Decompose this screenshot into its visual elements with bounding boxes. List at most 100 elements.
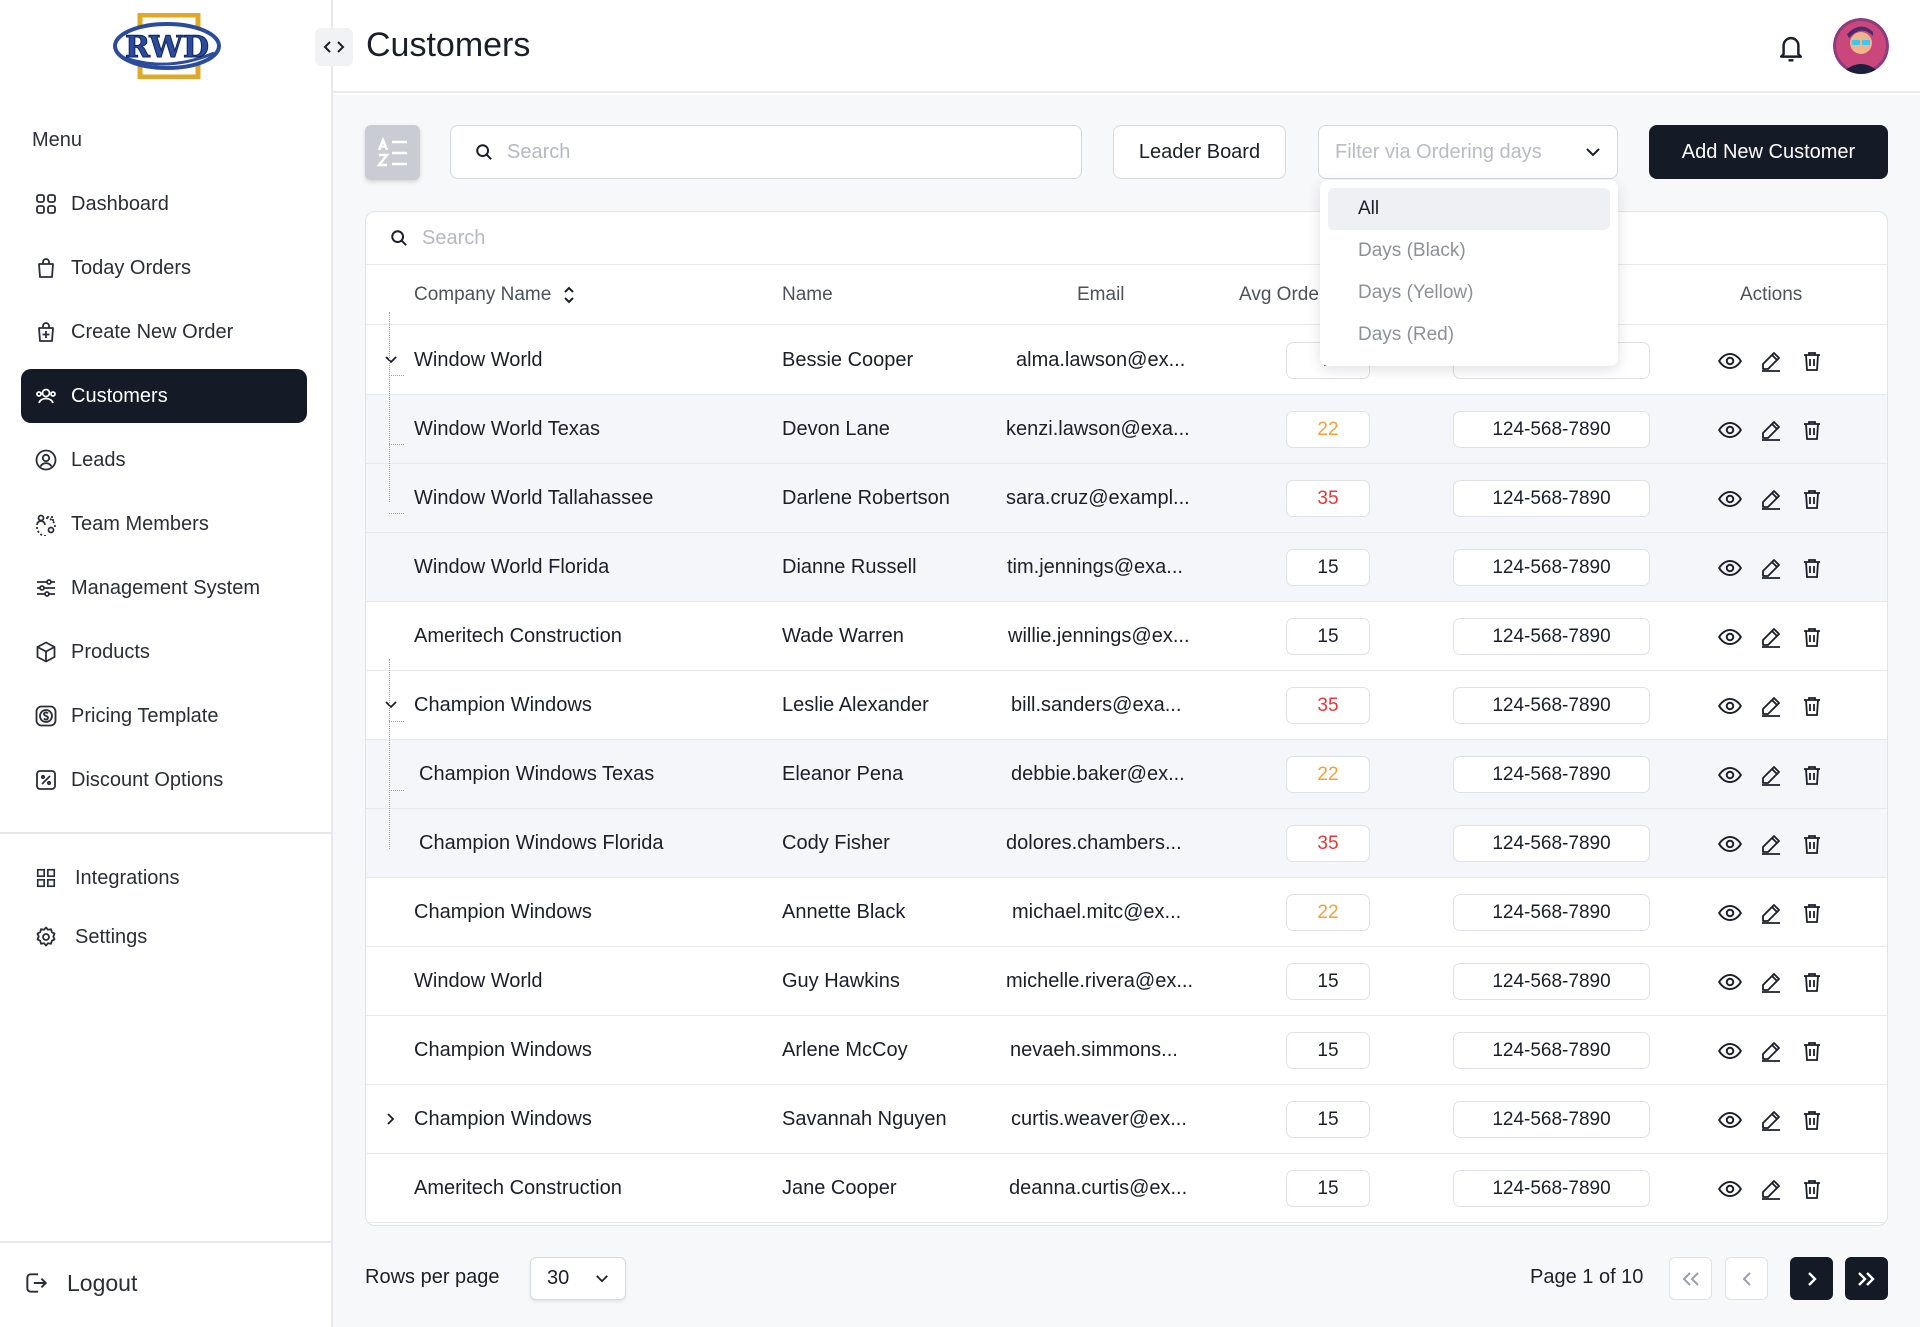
table-row[interactable]: Ameritech Construction Jane Cooper deanna.… xyxy=(366,1154,1887,1223)
sidebar-item-label: Pricing Template xyxy=(71,704,219,727)
sidebar-item-label: Today Orders xyxy=(71,256,192,279)
table-row[interactable]: Ameritech Construction Wade Warren willie.… xyxy=(366,602,1887,671)
sidebar-item-discount-options[interactable]: Discount Options xyxy=(21,753,307,807)
table-row[interactable]: Champion Windows Arlene McCoy nevaeh.simmo… xyxy=(366,1016,1887,1085)
table-row[interactable]: Champion Windows Annette Black michael.mit… xyxy=(366,878,1887,947)
table-row[interactable]: Window World Guy Hawkins michelle.rivera@e… xyxy=(366,947,1887,1016)
eye-icon[interactable] xyxy=(1716,1037,1744,1065)
trash-icon[interactable] xyxy=(1798,416,1826,444)
email: dolores.chambers... xyxy=(1006,832,1182,854)
search-input[interactable] xyxy=(507,140,992,164)
phone-badge: 124-568-7890 xyxy=(1453,687,1650,724)
eye-icon[interactable] xyxy=(1716,692,1744,720)
edit-icon[interactable] xyxy=(1757,1037,1785,1065)
next-page-button[interactable] xyxy=(1790,1257,1833,1300)
sidebar: RWD Menu Dashboard Today Orders Create N… xyxy=(0,0,333,1327)
edit-icon[interactable] xyxy=(1757,692,1785,720)
table-row[interactable]: Champion Windows Florida Cody Fisher dolor… xyxy=(366,809,1887,878)
table-row[interactable]: Window World Florida Dianne Russell tim.je… xyxy=(366,533,1887,602)
eye-icon[interactable] xyxy=(1716,899,1744,927)
dropdown-option-all[interactable]: All xyxy=(1328,188,1610,230)
table-search-bar[interactable] xyxy=(366,212,1887,265)
sidebar-item-integrations[interactable]: Integrations xyxy=(21,851,307,905)
sidebar-item-products[interactable]: Products xyxy=(21,625,307,679)
avg-order-badge: 15 xyxy=(1286,1170,1370,1207)
dropdown-option-days-yellow[interactable]: Days (Yellow) xyxy=(1358,282,1474,303)
table-row[interactable]: Champion Windows Texas Eleanor Pena debbie… xyxy=(366,740,1887,809)
eye-icon[interactable] xyxy=(1716,623,1744,651)
dropdown-option-days-red[interactable]: Days (Red) xyxy=(1358,324,1455,345)
edit-icon[interactable] xyxy=(1757,554,1785,582)
contact-name: Savannah Nguyen xyxy=(782,1108,947,1130)
tree-connector xyxy=(389,312,390,502)
sidebar-item-today-orders[interactable]: Today Orders xyxy=(21,241,307,295)
avg-order-badge: 15 xyxy=(1286,963,1370,1000)
leader-board-button[interactable]: Leader Board xyxy=(1113,125,1286,179)
dropdown-option-days-black[interactable]: Days (Black) xyxy=(1358,240,1466,261)
sidebar-item-leads[interactable]: Leads xyxy=(21,433,307,487)
sidebar-item-customers[interactable]: Customers xyxy=(21,369,307,423)
trash-icon[interactable] xyxy=(1798,347,1826,375)
edit-icon[interactable] xyxy=(1757,830,1785,858)
eye-icon[interactable] xyxy=(1716,968,1744,996)
email: willie.jennings@ex... xyxy=(1008,625,1190,647)
eye-icon[interactable] xyxy=(1716,761,1744,789)
sidebar-item-dashboard[interactable]: Dashboard xyxy=(21,177,307,231)
sidebar-item-create-new-order[interactable]: Create New Order xyxy=(21,305,307,359)
trash-icon[interactable] xyxy=(1798,761,1826,789)
table-row[interactable]: Window World Bessie Cooper alma.lawson@ex.… xyxy=(366,326,1887,395)
edit-icon[interactable] xyxy=(1757,968,1785,996)
brand-logo[interactable]: RWD xyxy=(112,13,222,79)
table-row[interactable]: Champion Windows Leslie Alexander bill.san… xyxy=(366,671,1887,740)
ordering-days-filter[interactable]: Filter via Ordering days xyxy=(1318,125,1618,179)
table-row[interactable]: Champion Windows Savannah Nguyen curtis.we… xyxy=(366,1085,1887,1154)
sidebar-item-management-system[interactable]: Management System xyxy=(21,561,307,615)
column-header-email: Email xyxy=(1077,284,1125,305)
sidebar-toggle-button[interactable] xyxy=(315,28,353,66)
eye-icon[interactable] xyxy=(1716,1175,1744,1203)
edit-icon[interactable] xyxy=(1757,347,1785,375)
edit-icon[interactable] xyxy=(1757,1106,1785,1134)
last-page-button[interactable] xyxy=(1845,1257,1888,1300)
eye-icon[interactable] xyxy=(1716,347,1744,375)
trash-icon[interactable] xyxy=(1798,1106,1826,1134)
trash-icon[interactable] xyxy=(1798,623,1826,651)
trash-icon[interactable] xyxy=(1798,1037,1826,1065)
edit-icon[interactable] xyxy=(1757,485,1785,513)
trash-icon[interactable] xyxy=(1798,1175,1826,1203)
trash-icon[interactable] xyxy=(1798,485,1826,513)
logout-button[interactable]: Logout xyxy=(21,1258,137,1308)
first-page-button[interactable] xyxy=(1669,1257,1712,1300)
eye-icon[interactable] xyxy=(1716,416,1744,444)
trash-icon[interactable] xyxy=(1798,899,1826,927)
edit-icon[interactable] xyxy=(1757,416,1785,444)
chevron-down-icon[interactable] xyxy=(381,350,401,370)
edit-icon[interactable] xyxy=(1757,1175,1785,1203)
sidebar-item-settings[interactable]: Settings xyxy=(21,910,307,964)
eye-icon[interactable] xyxy=(1716,554,1744,582)
edit-icon[interactable] xyxy=(1757,761,1785,789)
chevron-right-icon[interactable] xyxy=(381,1109,401,1129)
add-new-customer-button[interactable]: Add New Customer xyxy=(1649,125,1888,179)
eye-icon[interactable] xyxy=(1716,485,1744,513)
avatar[interactable] xyxy=(1833,18,1889,74)
chevron-down-icon[interactable] xyxy=(381,695,401,715)
sidebar-item-team-members[interactable]: Team Members xyxy=(21,497,307,551)
previous-page-button[interactable] xyxy=(1725,1257,1768,1300)
edit-icon[interactable] xyxy=(1757,899,1785,927)
edit-icon[interactable] xyxy=(1757,623,1785,651)
column-header-company[interactable]: Company Name xyxy=(414,265,575,325)
table-row[interactable]: Window World Texas Devon Lane kenzi.lawson… xyxy=(366,395,1887,464)
sort-az-button[interactable] xyxy=(365,125,420,180)
bell-icon[interactable] xyxy=(1776,32,1806,64)
sidebar-item-pricing-template[interactable]: Pricing Template xyxy=(21,689,307,743)
eye-icon[interactable] xyxy=(1716,1106,1744,1134)
table-row[interactable]: Window World Tallahassee Darlene Robertso… xyxy=(366,464,1887,533)
trash-icon[interactable] xyxy=(1798,830,1826,858)
eye-icon[interactable] xyxy=(1716,830,1744,858)
search-bar[interactable] xyxy=(450,125,1082,179)
trash-icon[interactable] xyxy=(1798,692,1826,720)
trash-icon[interactable] xyxy=(1798,968,1826,996)
rows-per-page-select[interactable]: 30 xyxy=(530,1257,626,1300)
trash-icon[interactable] xyxy=(1798,554,1826,582)
